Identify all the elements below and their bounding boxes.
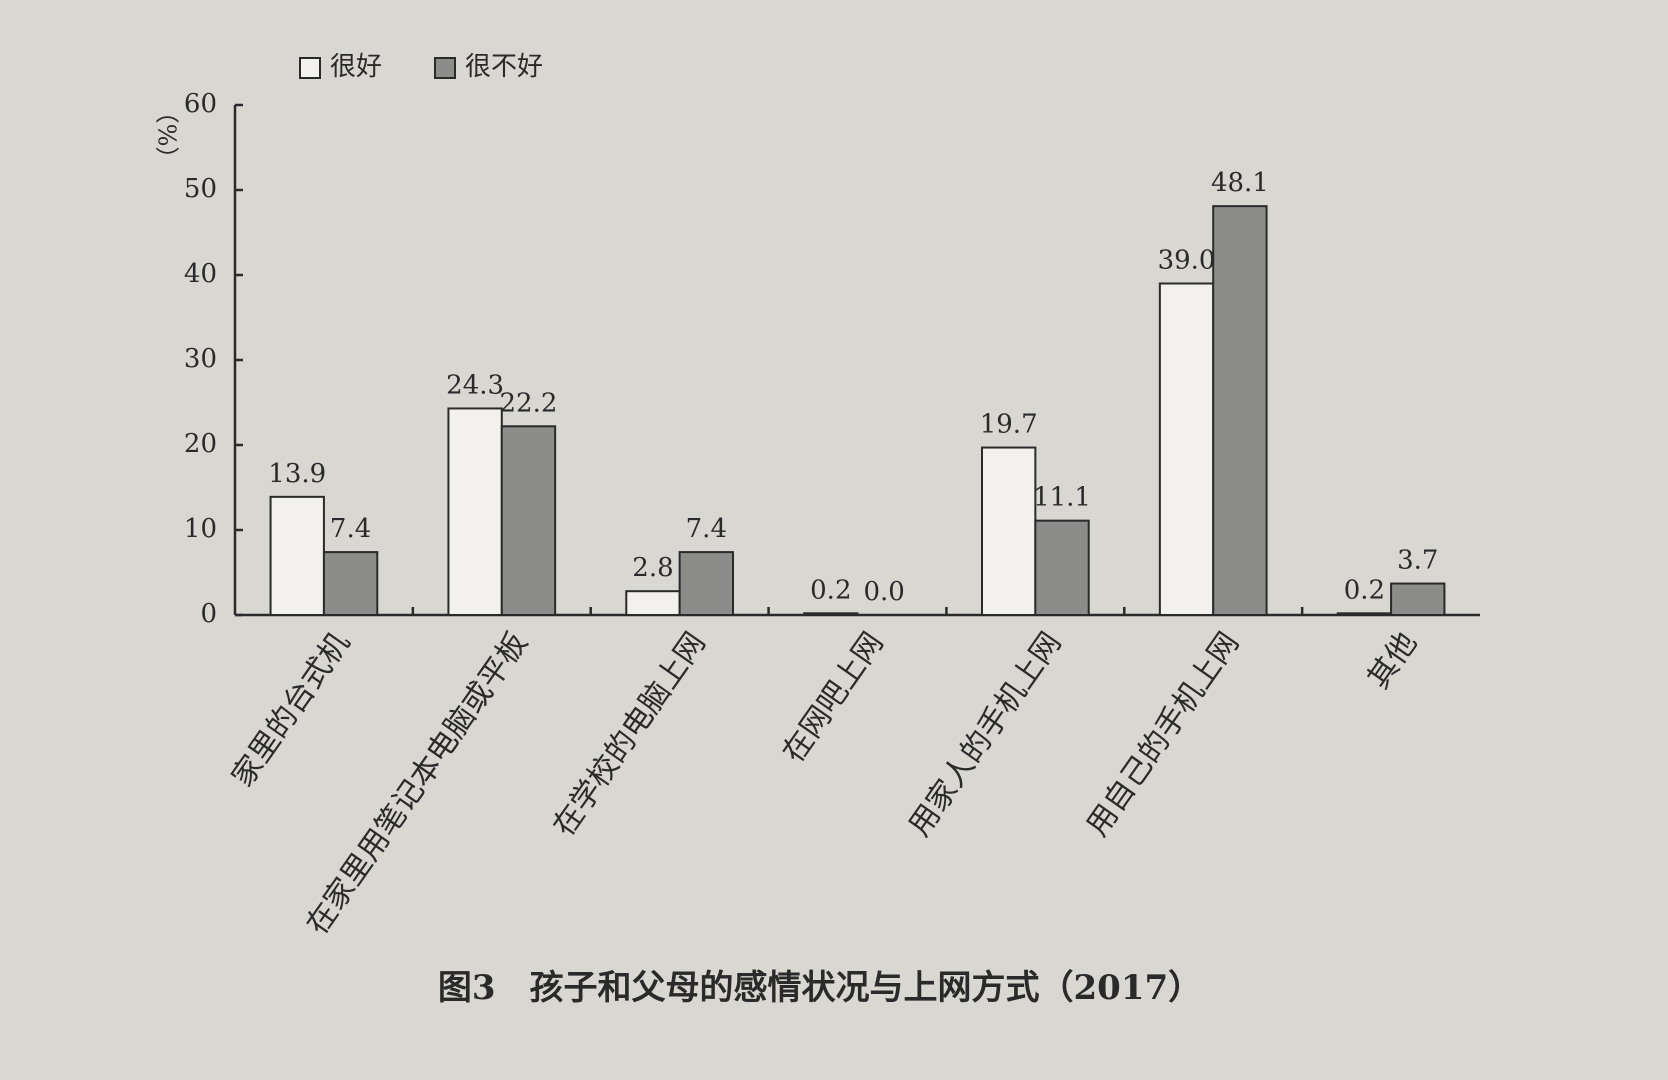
bar	[678, 551, 735, 616]
value-label: 0.2	[1344, 575, 1385, 605]
y-tick-label: 60	[184, 89, 217, 119]
value-label: 39.0	[1158, 246, 1216, 276]
bar	[322, 551, 379, 616]
y-axis-label: （%）	[153, 100, 181, 171]
value-label: 0.2	[810, 575, 851, 605]
value-label: 48.1	[1211, 168, 1269, 198]
bar	[1212, 205, 1268, 616]
value-label: 0.0	[863, 577, 904, 607]
bar	[625, 590, 681, 617]
y-tick-label: 0	[200, 599, 217, 629]
value-label: 22.2	[500, 388, 558, 418]
value-label: 24.3	[446, 370, 504, 400]
legend-swatch	[299, 57, 321, 79]
value-label: 11.1	[1033, 483, 1091, 513]
y-tick-label: 20	[184, 429, 217, 459]
bar	[447, 407, 503, 617]
bar	[1390, 582, 1446, 616]
value-label: 2.8	[632, 553, 673, 583]
bar	[1034, 519, 1090, 617]
value-label: 7.4	[686, 514, 727, 544]
bar	[1158, 282, 1215, 616]
legend-label: 很好	[330, 52, 382, 82]
bar	[500, 425, 557, 616]
bar	[803, 612, 859, 616]
y-tick-label: 40	[184, 259, 217, 289]
value-label: 19.7	[980, 410, 1038, 440]
chart-caption: 图3 孩子和父母的感情状况与上网方式（2017）	[438, 968, 1202, 1008]
bar	[269, 495, 325, 617]
value-label: 7.4	[330, 514, 371, 544]
y-tick-label: 50	[184, 174, 217, 204]
y-tick-label: 30	[184, 344, 217, 374]
y-tick-label: 10	[184, 514, 217, 544]
legend-label: 很不好	[465, 52, 543, 82]
bar	[981, 446, 1037, 616]
value-label: 3.7	[1397, 546, 1438, 576]
value-label: 13.9	[268, 459, 326, 489]
legend-swatch	[434, 57, 456, 79]
bar	[1336, 612, 1393, 616]
